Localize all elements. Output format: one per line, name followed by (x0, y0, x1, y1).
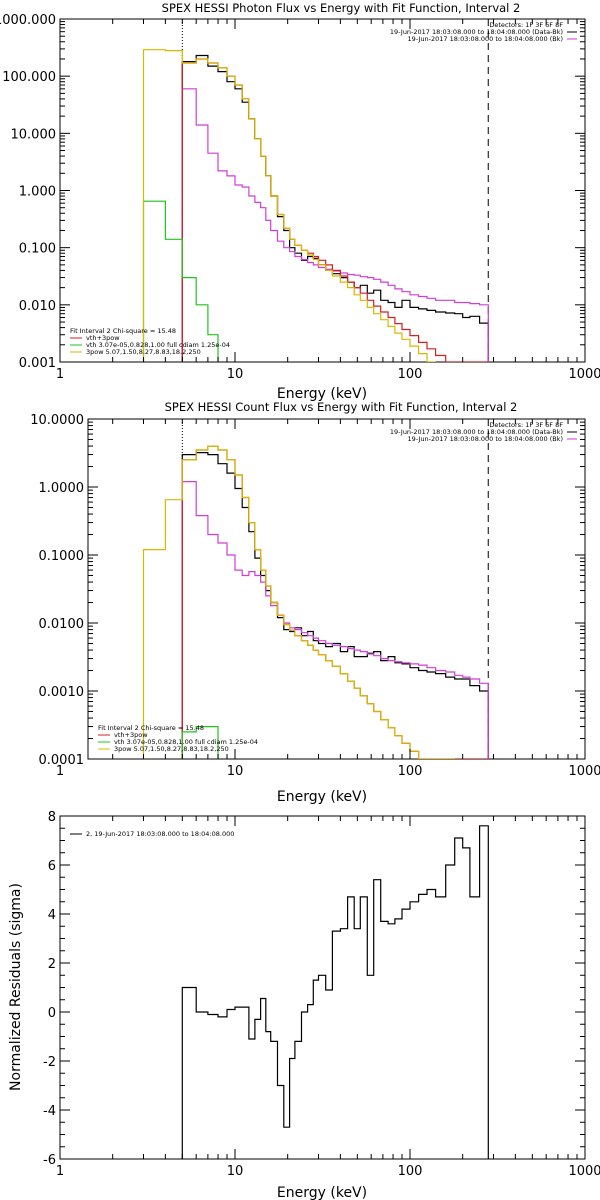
count-flux-x-axis-label: Energy (keV) (277, 789, 367, 805)
legend-entry: Fit Interval 2 Chi-square = 15.48 (70, 327, 176, 335)
x-tick-label: 1 (56, 367, 64, 382)
count-flux-legend-bottom-left: Fit Interval 2 Chi-square = 15.48vth+3po… (98, 724, 258, 753)
legend-entry: 19-Jun-2017 18:03:08.000 to 18:04:08.000… (408, 35, 563, 43)
y-tick-label: 10.000 (11, 127, 57, 142)
count-flux-plot-frame (87, 418, 586, 760)
photon-flux-plot-area (142, 19, 489, 362)
y-tick-label: 8 (48, 810, 56, 825)
y-tick-label: 0.010 (19, 299, 56, 314)
series-3pow (142, 445, 455, 759)
legend-entry: Fit Interval 2 Chi-square = 15.48 (98, 724, 204, 732)
x-tick-label: 1000 (568, 764, 600, 779)
x-tick-label: 1000 (568, 367, 600, 382)
photon-flux-title: SPEX HESSI Photon Flux vs Energy with Fi… (162, 1, 521, 15)
x-tick-label: 10 (227, 764, 244, 779)
residuals-x-axis-label: Energy (keV) (277, 1185, 367, 1200)
series-background (181, 88, 489, 362)
legend-entry: 3pow 5.07,1.50,8.27,8.83,18.2,250 (86, 348, 201, 356)
y-tick-label: 0.0010 (39, 685, 85, 700)
count-flux-panel: SPEX HESSI Count Flux vs Energy with Fit… (30, 400, 600, 805)
series-data_bk (181, 54, 489, 362)
y-tick-label: 6 (48, 859, 56, 874)
y-tick-label: 0.100 (19, 242, 56, 257)
photon-flux-legend-bottom-left: Fit Interval 2 Chi-square = 15.48vth+3po… (70, 327, 230, 356)
residuals-plot-frame (59, 815, 586, 1160)
x-tick-label: 1000 (568, 1164, 600, 1179)
legend-entry: vth+3pow (114, 731, 148, 739)
x-tick-label: 100 (398, 367, 423, 382)
photon-flux-x-axis-label: Energy (keV) (277, 386, 367, 402)
y-tick-label: 1.000 (19, 185, 56, 200)
y-tick-label: 10.0000 (30, 413, 84, 428)
residuals-axes: 1 10 100 1000 -6 -4 -2 0 2 4 6 8 (43, 810, 600, 1179)
series-vth (181, 726, 219, 759)
y-tick-label: 1000.000 (0, 13, 56, 28)
residuals-y-axis-label: Normalized Residuals (sigma) (8, 883, 24, 1091)
count-flux-title: SPEX HESSI Count Flux vs Energy with Fit… (165, 400, 518, 414)
legend-entry: 19-Jun-2017 18:03:08.000 to 18:04:08.000… (390, 428, 563, 436)
y-tick-label: 2 (48, 957, 56, 972)
series-total_fit (181, 58, 489, 362)
series-data_bk (181, 452, 489, 759)
y-tick-label: -2 (43, 1055, 56, 1070)
legend-entry: 3pow 5.07,1.50,8.27,8.83,18.2,250 (114, 745, 229, 753)
y-tick-label: 4 (48, 908, 56, 923)
legend-entry: 2, 19-Jun-2017 18:03:08.000 to 18:04:08.… (86, 830, 234, 838)
y-tick-label: 0.0001 (39, 753, 85, 768)
count-flux-axes: 1 10 100 1000 0.0001 0.0010 0.0100 0.1000 1.0000… (30, 413, 600, 779)
x-tick-label: 1 (56, 764, 64, 779)
y-tick-label: 1.0000 (39, 481, 85, 496)
y-tick-label: 0.0100 (39, 617, 85, 632)
legend-entry: 19-Jun-2017 18:03:08.000 to 18:04:08.000… (408, 435, 563, 443)
photon-flux-plot-frame (59, 18, 586, 363)
x-tick-label: 100 (398, 1164, 423, 1179)
x-tick-label: 10 (227, 367, 244, 382)
series-3pow (142, 49, 436, 362)
legend-entry: 19-Jun-2017 18:03:08.000 to 18:04:08.000… (390, 28, 563, 36)
residuals-plot-area (181, 825, 489, 1159)
series-background (181, 481, 489, 759)
residuals-panel: 1 10 100 1000 -6 -4 -2 0 2 4 6 8 Energy (keV) Norma… (8, 810, 600, 1200)
legend-entry: vth 3.07e-05,0.828,1.00 full cdiam 1.25e… (86, 341, 230, 349)
count-flux-plot-area (142, 419, 489, 759)
series-total_fit (181, 445, 489, 759)
y-tick-label: -6 (43, 1153, 56, 1168)
x-tick-label: 1 (56, 1164, 64, 1179)
photon-flux-axes: 1 10 100 1000 0.001 0.010 0.100 1.000 10.000 100.… (0, 13, 600, 382)
y-tick-label: 0 (48, 1006, 56, 1021)
legend-entry: Detectors: 1F 3F 6F 8F (489, 21, 563, 29)
legend-entry: vth 3.07e-05,0.828,1.00 full cdiam 1.25e… (114, 738, 258, 746)
y-tick-label: -4 (43, 1104, 56, 1119)
y-tick-label: 0.1000 (39, 549, 85, 564)
legend-entry: Detectors: 1F 3F 6F 8F (489, 421, 563, 429)
y-tick-label: 0.001 (19, 356, 56, 371)
series-residuals (181, 825, 489, 1159)
photon-flux-panel: SPEX HESSI Photon Flux vs Energy with Fi… (0, 1, 600, 402)
series-vth (142, 200, 219, 362)
y-tick-label: 100.000 (2, 70, 56, 85)
x-tick-label: 100 (398, 764, 423, 779)
x-tick-label: 10 (227, 1164, 244, 1179)
legend-entry: vth+3pow (86, 334, 120, 342)
residuals-legend: 2, 19-Jun-2017 18:03:08.000 to 18:04:08.… (70, 830, 234, 838)
